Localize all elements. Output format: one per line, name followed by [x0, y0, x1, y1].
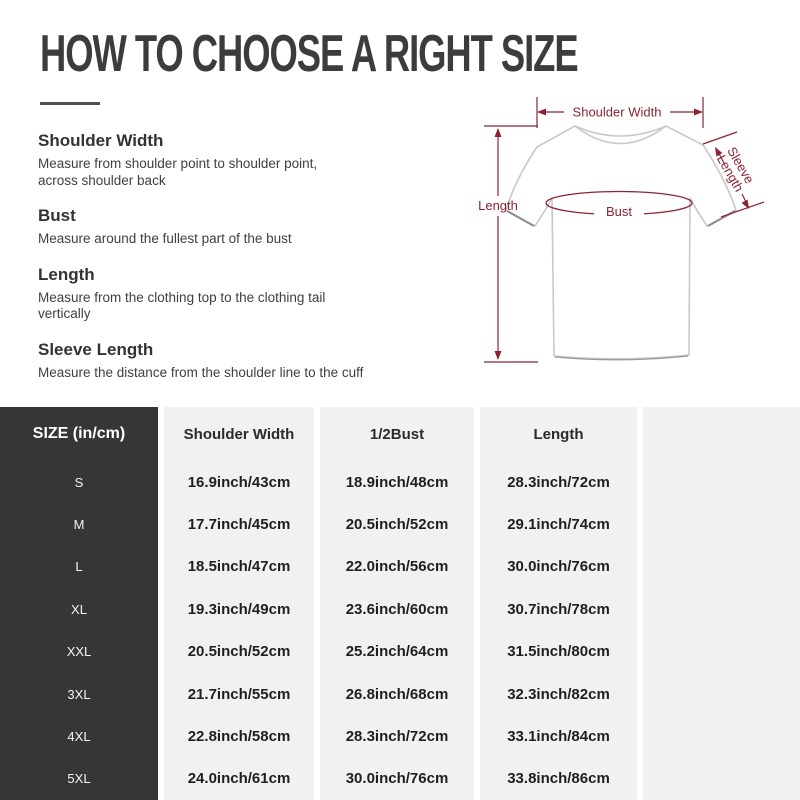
tshirt-measurement-diagram: Shoulder Width Length Bust Sleeve Length	[478, 97, 765, 363]
value-cell: 29.1inch/74cm	[507, 516, 610, 534]
column-header: Shoulder Width	[183, 425, 295, 443]
size-column: SIZE (in/cm) S M L XL XXL 3XL 4XL 5XL	[0, 407, 158, 800]
collar-inner-line	[574, 125, 667, 145]
instruction-heading: Sleeve Length	[38, 339, 154, 359]
size-cell: 3XL	[67, 686, 91, 702]
measurement-instructions: Shoulder Width Measure from shoulder poi…	[38, 131, 458, 398]
bust-label: Bust	[606, 204, 632, 219]
sleeve-tick-top	[702, 131, 738, 145]
value-cell: 23.6inch/60cm	[345, 600, 449, 618]
value-cell: 31.5inch/80cm	[507, 643, 610, 661]
size-cell: 5XL	[67, 771, 91, 787]
half-bust-column: 1/2Bust 18.9inch/48cm 20.5inch/52cm 22.0…	[320, 407, 474, 800]
size-table: SIZE (in/cm) S M L XL XXL 3XL 4XL 5XL Sh…	[0, 407, 800, 800]
page-title: HOW TO CHOOSE A RIGHT SIZE	[40, 25, 579, 83]
arrow-down-icon	[494, 351, 502, 360]
value-cell: 30.0inch/76cm	[507, 558, 610, 576]
length-column: Length 28.3inch/72cm 29.1inch/74cm 30.0i…	[480, 407, 637, 800]
instruction-body: Measure from shoulder point to shoulder …	[38, 156, 318, 188]
arrow-down-right-icon	[741, 199, 749, 209]
value-cell: 30.7inch/78cm	[507, 600, 610, 618]
arrow-left-icon	[537, 108, 546, 116]
empty-column	[643, 407, 800, 800]
bust-label-mask	[594, 202, 644, 220]
instruction-item: Shoulder Width Measure from shoulder poi…	[38, 131, 458, 189]
cuff-line-left	[506, 210, 535, 227]
value-cell: 20.5inch/52cm	[187, 643, 291, 661]
value-cell: 22.0inch/56cm	[345, 558, 449, 576]
instruction-item: Bust Measure around the fullest part of …	[38, 206, 458, 248]
instruction-body: Measure from the clothing top to the clo…	[38, 289, 326, 322]
value-cell: 26.8inch/68cm	[345, 685, 449, 703]
size-cell: M	[73, 517, 85, 533]
tshirt-outline	[505, 125, 737, 360]
value-cell: 25.2inch/64cm	[345, 643, 449, 661]
instruction-body: Measure the distance from the shoulder l…	[38, 364, 364, 380]
instruction-item: Length Measure from the clothing top to …	[38, 265, 458, 323]
value-cell: 32.3inch/82cm	[507, 685, 610, 703]
instruction-item: Sleeve Length Measure the distance from …	[38, 340, 458, 382]
shoulder-width-column: Shoulder Width 16.9inch/43cm 17.7inch/45…	[164, 407, 314, 800]
length-annotation	[484, 125, 538, 363]
column-header: Length	[533, 425, 584, 443]
arrow-right-icon	[694, 108, 703, 116]
value-cell: 20.5inch/52cm	[345, 516, 449, 534]
instruction-heading: Length	[38, 264, 95, 284]
column-header: 1/2Bust	[369, 425, 425, 443]
instruction-heading: Bust	[38, 206, 76, 225]
size-cell: XL	[71, 601, 87, 617]
arrow-up-left-icon	[715, 147, 723, 157]
size-cell: S	[74, 474, 84, 490]
size-cell: L	[75, 559, 83, 575]
value-cell: 33.8inch/86cm	[507, 770, 610, 788]
length-label: Length	[478, 198, 518, 213]
value-cell: 28.3inch/72cm	[345, 727, 449, 745]
value-cell: 30.0inch/76cm	[345, 770, 449, 788]
value-cell: 33.1inch/84cm	[507, 727, 610, 745]
shoulder-width-label: Shoulder Width	[573, 105, 662, 120]
instruction-body: Measure around the fullest part of the b…	[38, 231, 292, 246]
size-cell: XXL	[66, 644, 92, 660]
value-cell: 18.9inch/48cm	[345, 473, 449, 491]
value-cell: 28.3inch/72cm	[507, 473, 610, 491]
size-column-header: SIZE (in/cm)	[32, 425, 126, 442]
value-cell: 18.5inch/47cm	[187, 558, 291, 576]
value-cell: 24.0inch/61cm	[187, 770, 291, 788]
instruction-heading: Shoulder Width	[38, 131, 164, 150]
value-cell: 22.8inch/58cm	[187, 727, 291, 745]
value-cell: 21.7inch/55cm	[187, 685, 291, 703]
arrow-up-icon	[494, 128, 502, 137]
value-cell: 16.9inch/43cm	[187, 473, 291, 491]
sleeve-tick-bottom	[720, 201, 765, 218]
value-cell: 19.3inch/49cm	[187, 600, 291, 618]
size-cell: 4XL	[67, 728, 91, 744]
title-underline	[40, 102, 100, 105]
value-cell: 17.7inch/45cm	[187, 516, 291, 534]
hem-line	[554, 355, 689, 361]
